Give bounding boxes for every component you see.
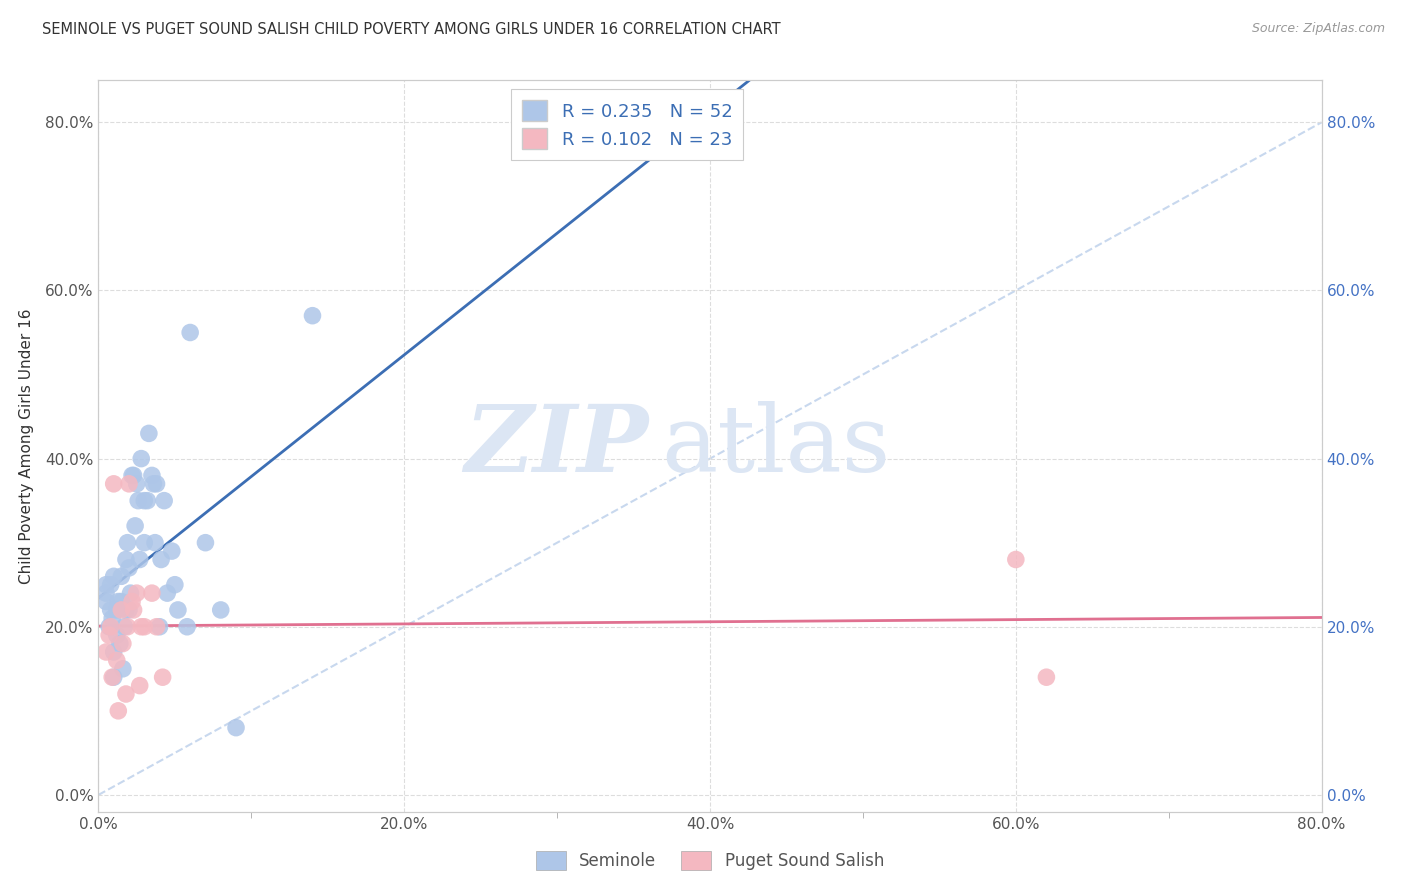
Point (103, 476, 125, 491)
Point (101, 670, 124, 684)
Point (194, 535, 217, 549)
Point (124, 519, 146, 533)
Point (107, 594, 129, 608)
Point (103, 670, 125, 684)
Point (167, 603, 190, 617)
Point (100, 620, 122, 634)
Point (134, 620, 156, 634)
Point (209, 603, 232, 617)
Legend: Seminole, Puget Sound Salish: Seminole, Puget Sound Salish (529, 844, 891, 877)
Point (111, 636, 134, 650)
Point (107, 704, 129, 718)
Point (121, 468, 143, 483)
Point (127, 493, 149, 508)
Point (1035, 670, 1057, 684)
Point (141, 586, 163, 600)
Point (101, 611, 124, 625)
Point (150, 552, 173, 566)
Point (125, 586, 148, 600)
Point (301, 309, 323, 323)
Point (94, 578, 117, 592)
Point (145, 620, 167, 634)
Point (225, 721, 247, 735)
Point (125, 476, 148, 491)
Point (120, 586, 142, 600)
Point (94, 645, 117, 659)
Point (108, 636, 131, 650)
Text: Source: ZipAtlas.com: Source: ZipAtlas.com (1251, 22, 1385, 36)
Point (142, 476, 165, 491)
Point (160, 544, 183, 558)
Point (128, 552, 150, 566)
Point (176, 620, 198, 634)
Point (145, 476, 167, 491)
Point (115, 603, 138, 617)
Point (100, 578, 122, 592)
Point (94, 586, 117, 600)
Point (141, 468, 163, 483)
Point (129, 620, 152, 634)
Point (98, 628, 121, 642)
Point (118, 561, 141, 575)
Point (100, 603, 122, 617)
Point (121, 594, 143, 608)
Point (118, 476, 141, 491)
Point (152, 670, 174, 684)
Point (110, 569, 132, 583)
Text: atlas: atlas (661, 401, 890, 491)
Point (117, 535, 139, 549)
Point (1004, 552, 1026, 566)
Point (105, 653, 128, 667)
Point (122, 603, 145, 617)
Point (117, 620, 139, 634)
Point (105, 628, 128, 642)
Point (110, 594, 132, 608)
Point (134, 493, 156, 508)
Point (143, 535, 166, 549)
Point (103, 645, 125, 659)
Point (156, 586, 179, 600)
Point (134, 535, 156, 549)
Point (128, 679, 150, 693)
Point (149, 620, 172, 634)
Point (112, 620, 135, 634)
Point (118, 603, 141, 617)
Point (153, 493, 176, 508)
Point (129, 451, 152, 466)
Text: ZIP: ZIP (464, 401, 650, 491)
Point (110, 603, 132, 617)
Point (103, 569, 125, 583)
Point (115, 687, 138, 701)
Y-axis label: Child Poverty Among Girls Under 16: Child Poverty Among Girls Under 16 (18, 309, 34, 583)
Point (105, 603, 128, 617)
Point (136, 493, 159, 508)
Point (94, 594, 117, 608)
Point (138, 426, 160, 441)
Point (115, 552, 138, 566)
Point (163, 578, 186, 592)
Point (179, 326, 201, 340)
Text: SEMINOLE VS PUGET SOUND SALISH CHILD POVERTY AMONG GIRLS UNDER 16 CORRELATION CH: SEMINOLE VS PUGET SOUND SALISH CHILD POV… (42, 22, 780, 37)
Point (122, 468, 145, 483)
Point (98, 620, 121, 634)
Point (111, 662, 134, 676)
